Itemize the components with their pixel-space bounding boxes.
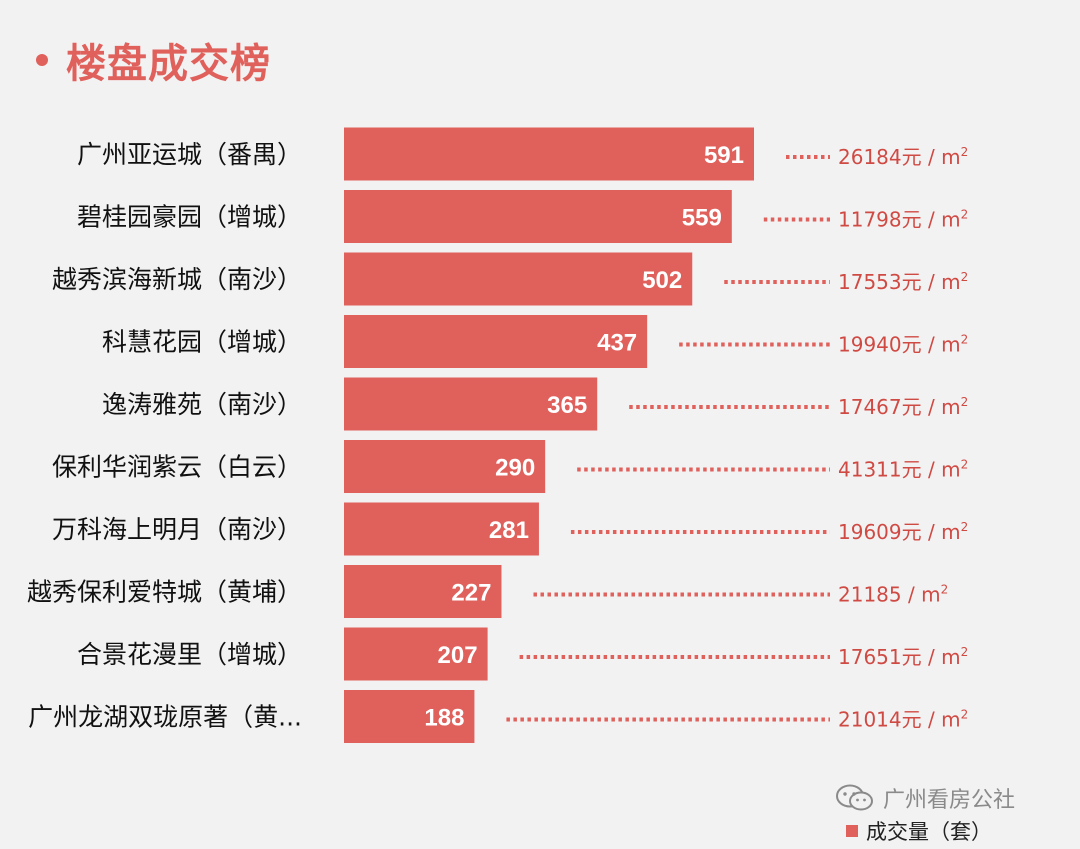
value-label: 207	[438, 642, 478, 669]
value-label: 290	[495, 455, 535, 482]
category-label: 逸涛雅苑（南沙）	[102, 390, 302, 419]
price-label: 19940元 / m2	[838, 333, 968, 357]
title-bullet-icon	[36, 54, 48, 66]
chart-legend: 成交量（套）	[846, 816, 992, 846]
price-label: 19609元 / m2	[838, 520, 968, 544]
price-label: 17467元 / m2	[838, 395, 968, 419]
chart-title: 楼盘成交榜	[66, 41, 271, 87]
bar	[344, 690, 475, 743]
price-label: 21185 / m2	[838, 583, 948, 607]
bar	[344, 377, 598, 431]
category-label: 广州亚运城（番禺）	[77, 140, 302, 169]
category-label: 保利华润紫云（白云）	[52, 453, 302, 482]
bar	[344, 502, 539, 556]
wechat-icon	[836, 784, 873, 811]
value-label: 591	[704, 142, 744, 169]
price-label: 26184元 / m2	[838, 145, 968, 169]
category-label: 碧桂园豪园（增城）	[77, 203, 302, 232]
value-label: 281	[489, 517, 529, 544]
category-label: 越秀保利爱特城（黄埔）	[27, 578, 302, 607]
category-label: 合景花漫里（增城）	[77, 640, 302, 669]
price-label: 11798元 / m2	[838, 208, 968, 232]
category-label: 万科海上明月（南沙）	[52, 515, 302, 544]
watermark-text: 广州看房公社	[883, 788, 1016, 813]
bar	[344, 440, 546, 493]
price-label: 21014元 / m2	[838, 708, 968, 732]
value-label: 502	[642, 267, 682, 294]
value-label: 559	[682, 205, 722, 232]
title-block: 楼盘成交榜	[36, 30, 271, 90]
bar	[344, 127, 754, 181]
bar	[344, 190, 732, 243]
value-label: 227	[451, 580, 491, 607]
value-label: 188	[424, 705, 464, 732]
price-label: 17553元 / m2	[838, 270, 968, 294]
value-label: 437	[597, 330, 637, 357]
bar	[344, 252, 693, 306]
legend-swatch	[846, 825, 858, 837]
bar	[344, 565, 502, 618]
category-label: 越秀滨海新城（南沙）	[52, 265, 302, 294]
category-label: 广州龙湖双珑原著（黄...	[28, 703, 302, 732]
price-label: 17651元 / m2	[838, 645, 968, 669]
watermark: 广州看房公社	[835, 782, 1015, 814]
legend-label: 成交量（套）	[866, 820, 992, 844]
bar	[344, 315, 648, 368]
value-label: 365	[547, 392, 587, 419]
price-label: 41311元 / m2	[838, 458, 968, 482]
bar	[344, 627, 488, 681]
category-label: 科慧花园（增城）	[102, 328, 302, 357]
